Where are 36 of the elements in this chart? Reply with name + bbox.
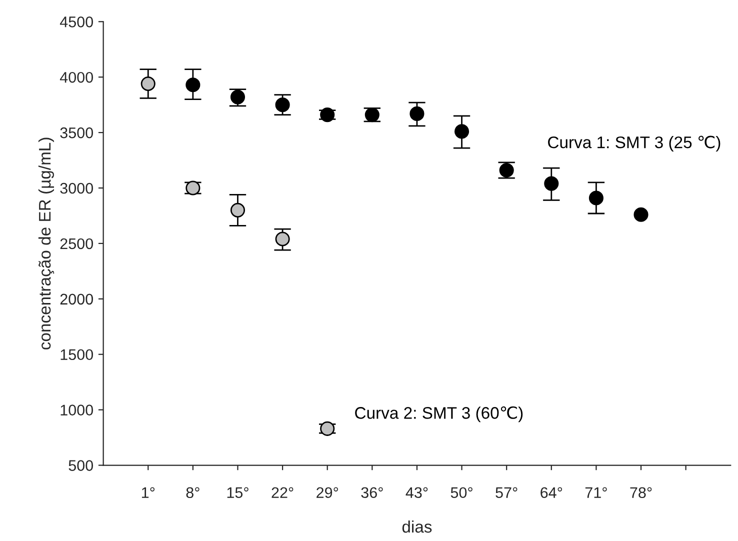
point bbox=[544, 176, 559, 191]
point bbox=[230, 202, 246, 218]
x-tick-label: 1° bbox=[142, 487, 155, 498]
point bbox=[588, 190, 604, 206]
y-tick-label: 2000 bbox=[60, 294, 94, 305]
y-tick-label: 1500 bbox=[60, 349, 94, 360]
y-tick-label: 4500 bbox=[60, 16, 94, 28]
x-tick-label: 50° bbox=[450, 487, 472, 498]
x-tick-label: 22° bbox=[272, 487, 294, 498]
x-tick-label: 57° bbox=[496, 487, 518, 498]
point bbox=[320, 108, 335, 122]
series-label: Curva 2: SMT 3 (60℃) bbox=[355, 406, 523, 422]
point bbox=[140, 76, 156, 92]
y-tick-label: 1000 bbox=[60, 404, 94, 416]
x-tick-label: 8° bbox=[186, 487, 200, 498]
y-tick-label: 3500 bbox=[60, 127, 94, 138]
series-label: Curva 1: SMT 3 (25 ℃) bbox=[548, 136, 720, 152]
point bbox=[410, 106, 424, 121]
y-tick-label: 500 bbox=[68, 460, 94, 471]
x-tick-label: 64° bbox=[540, 487, 562, 498]
y-tick-label: 2500 bbox=[60, 238, 94, 250]
x-tick-label: 43° bbox=[406, 487, 428, 498]
x-tick-label: 36° bbox=[361, 487, 383, 498]
point bbox=[454, 124, 470, 139]
point bbox=[634, 207, 648, 222]
point bbox=[186, 78, 200, 92]
x-tick-label: 15° bbox=[227, 487, 248, 498]
y-axis-title: concentração de ER (µg/mL) bbox=[38, 138, 54, 350]
point bbox=[275, 98, 290, 112]
x-tick-label: 29° bbox=[316, 487, 338, 498]
y-tick-label: 3000 bbox=[60, 182, 94, 194]
x-tick-label: 71° bbox=[585, 487, 607, 498]
x-tick-label: 78° bbox=[630, 487, 652, 498]
point bbox=[275, 232, 290, 246]
x-axis-title: dias bbox=[402, 520, 432, 533]
y-tick-label: 4000 bbox=[60, 72, 94, 83]
